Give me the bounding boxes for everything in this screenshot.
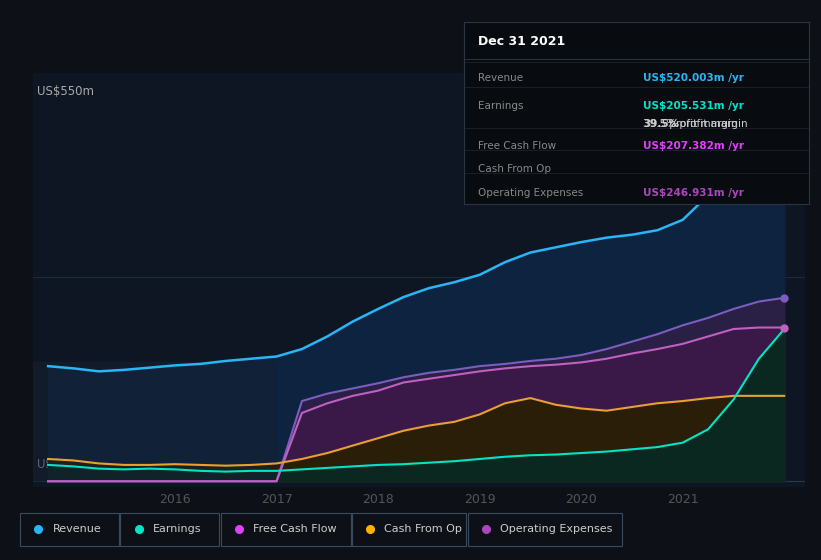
- FancyBboxPatch shape: [468, 513, 621, 545]
- Text: US$205.531m /yr: US$205.531m /yr: [643, 101, 744, 111]
- Text: Revenue: Revenue: [53, 524, 102, 534]
- Text: Revenue: Revenue: [478, 73, 523, 83]
- Text: Earnings: Earnings: [478, 101, 523, 111]
- Text: Cash From Op: Cash From Op: [478, 165, 551, 174]
- Text: Dec 31 2021: Dec 31 2021: [478, 35, 565, 48]
- Text: US$520.003m /yr: US$520.003m /yr: [643, 73, 744, 83]
- Text: 39.5% profit margin: 39.5% profit margin: [643, 119, 748, 129]
- Text: US$550m: US$550m: [37, 85, 94, 98]
- Text: 39.5%: 39.5%: [643, 119, 679, 129]
- Text: US$207.382m /yr: US$207.382m /yr: [643, 141, 744, 151]
- Text: Operating Expenses: Operating Expenses: [478, 188, 583, 198]
- Text: Cash From Op: Cash From Op: [384, 524, 462, 534]
- Text: profit margin: profit margin: [666, 119, 737, 129]
- Text: US$246.931m /yr: US$246.931m /yr: [643, 188, 744, 198]
- FancyBboxPatch shape: [121, 513, 219, 545]
- Text: Free Cash Flow: Free Cash Flow: [253, 524, 337, 534]
- Text: Operating Expenses: Operating Expenses: [500, 524, 612, 534]
- Text: Free Cash Flow: Free Cash Flow: [478, 141, 556, 151]
- Text: Earnings: Earnings: [153, 524, 201, 534]
- Text: US$0: US$0: [37, 458, 67, 470]
- FancyBboxPatch shape: [21, 513, 119, 545]
- FancyBboxPatch shape: [352, 513, 466, 545]
- FancyBboxPatch shape: [221, 513, 351, 545]
